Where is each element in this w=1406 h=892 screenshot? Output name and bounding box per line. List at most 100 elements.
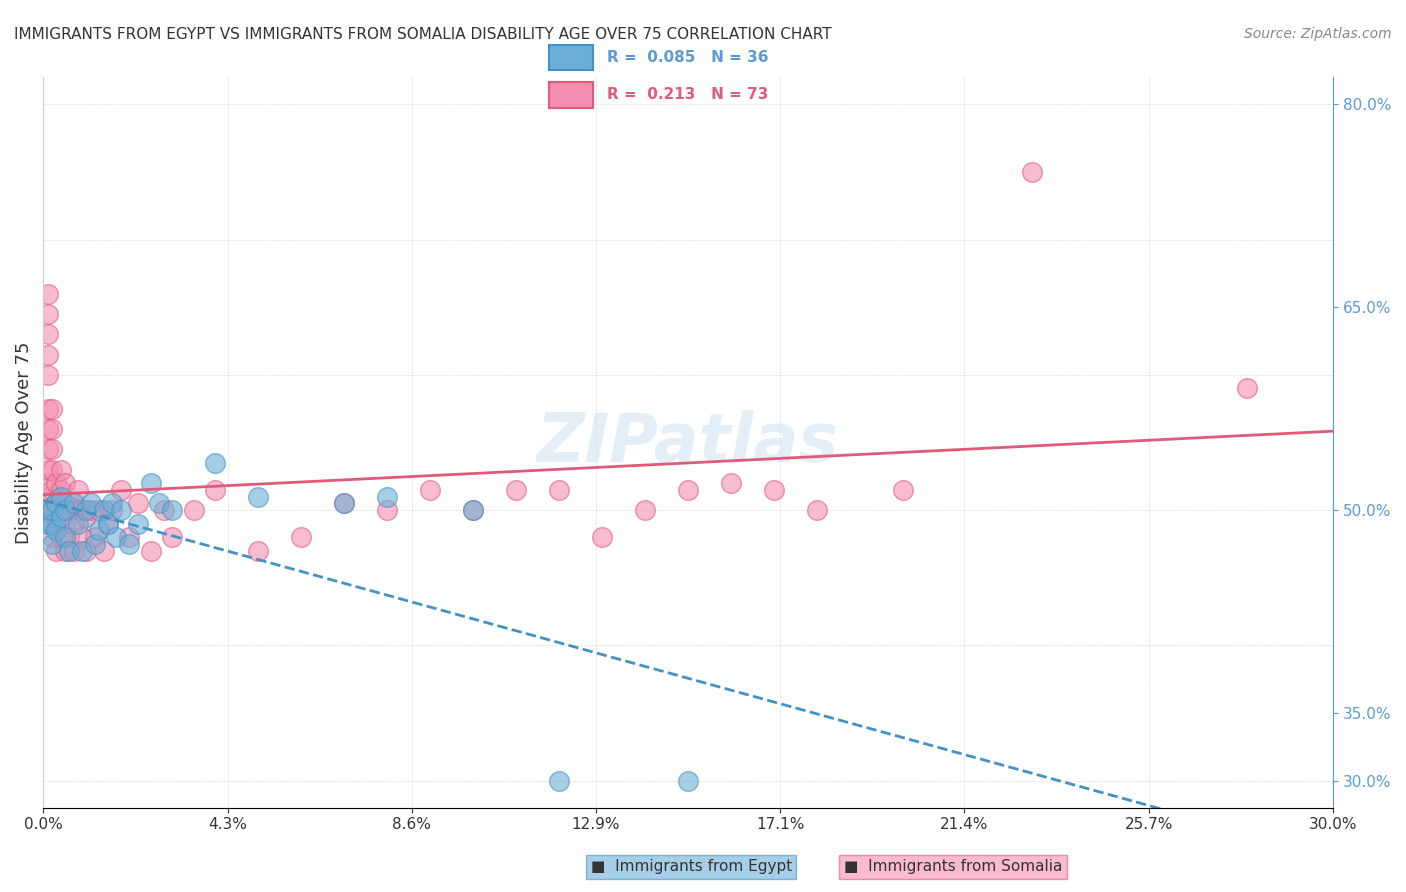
Point — [375, 503, 398, 517]
Point — [247, 543, 270, 558]
Point — [37, 368, 59, 382]
Point — [37, 516, 59, 531]
Point — [45, 496, 67, 510]
Point — [41, 516, 63, 531]
Point — [62, 543, 84, 558]
Point — [41, 422, 63, 436]
Point — [97, 516, 120, 531]
Point — [49, 503, 72, 517]
Point — [375, 490, 398, 504]
Point — [53, 516, 76, 531]
Point — [66, 503, 89, 517]
Point — [127, 516, 149, 531]
Point — [105, 530, 128, 544]
Point — [62, 516, 84, 531]
Point — [53, 496, 76, 510]
Point — [80, 496, 103, 510]
Point — [41, 503, 63, 517]
Point — [720, 476, 742, 491]
FancyBboxPatch shape — [548, 82, 593, 108]
Point — [37, 503, 59, 517]
Point — [676, 773, 699, 788]
FancyBboxPatch shape — [548, 45, 593, 70]
Point — [80, 503, 103, 517]
Point — [463, 503, 485, 517]
Text: ■  Immigrants from Egypt: ■ Immigrants from Egypt — [591, 859, 792, 874]
Point — [505, 483, 527, 497]
Point — [247, 490, 270, 504]
Point — [37, 490, 59, 504]
Point — [49, 530, 72, 544]
Point — [84, 537, 107, 551]
Point — [45, 516, 67, 531]
Point — [118, 530, 141, 544]
Text: ■  Immigrants from Somalia: ■ Immigrants from Somalia — [844, 859, 1062, 874]
Point — [37, 307, 59, 321]
Point — [41, 537, 63, 551]
Point — [37, 401, 59, 416]
Point — [333, 496, 356, 510]
Point — [634, 503, 657, 517]
Point — [162, 503, 184, 517]
Point — [70, 530, 93, 544]
Point — [548, 773, 571, 788]
Point — [37, 327, 59, 342]
Point — [58, 530, 80, 544]
Point — [41, 401, 63, 416]
Point — [45, 543, 67, 558]
Point — [891, 483, 914, 497]
Point — [58, 503, 80, 517]
Point — [62, 496, 84, 510]
Point — [1021, 165, 1043, 179]
Point — [89, 503, 111, 517]
Point — [84, 530, 107, 544]
Point — [53, 530, 76, 544]
Point — [37, 422, 59, 436]
Point — [75, 543, 97, 558]
Point — [89, 524, 111, 538]
Point — [806, 503, 828, 517]
Point — [290, 530, 312, 544]
Point — [41, 462, 63, 476]
Point — [101, 503, 124, 517]
Point — [37, 462, 59, 476]
Point — [1236, 382, 1258, 396]
Text: ZIPatlas: ZIPatlas — [537, 409, 839, 475]
Point — [37, 516, 59, 531]
Point — [548, 483, 571, 497]
Point — [49, 490, 72, 504]
Point — [37, 503, 59, 517]
Point — [37, 442, 59, 457]
Point — [66, 483, 89, 497]
Point — [204, 483, 226, 497]
Point — [591, 530, 613, 544]
Point — [162, 530, 184, 544]
Point — [101, 496, 124, 510]
Point — [70, 503, 93, 517]
Point — [41, 503, 63, 517]
Point — [97, 516, 120, 531]
Point — [110, 503, 132, 517]
Point — [152, 503, 174, 517]
Point — [333, 496, 356, 510]
Point — [419, 483, 441, 497]
Point — [139, 543, 162, 558]
Point — [75, 503, 97, 517]
Point — [45, 524, 67, 538]
Point — [127, 496, 149, 510]
Point — [49, 510, 72, 524]
Point — [148, 496, 170, 510]
Point — [676, 483, 699, 497]
Point — [110, 483, 132, 497]
Text: R =  0.085   N = 36: R = 0.085 N = 36 — [607, 50, 769, 65]
Point — [45, 496, 67, 510]
Point — [37, 286, 59, 301]
Point — [463, 503, 485, 517]
Point — [45, 476, 67, 491]
Point — [93, 543, 115, 558]
Point — [41, 483, 63, 497]
Point — [41, 442, 63, 457]
Point — [139, 476, 162, 491]
Point — [41, 530, 63, 544]
Point — [58, 543, 80, 558]
